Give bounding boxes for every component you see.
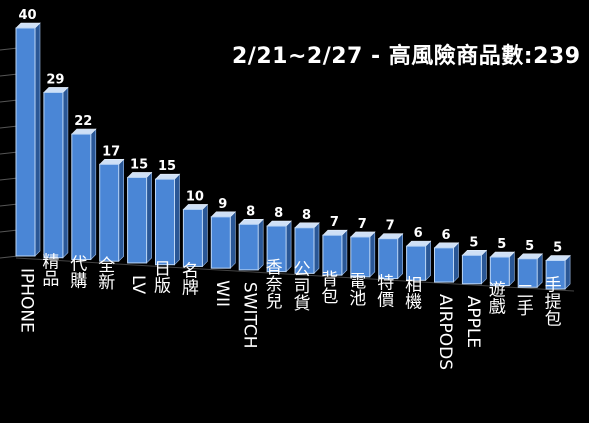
data-label: 5 (469, 235, 478, 250)
data-label: 6 (414, 226, 423, 241)
data-label: 15 (158, 159, 176, 174)
bar-side (508, 251, 515, 287)
bar-side (90, 128, 97, 261)
data-label: 22 (74, 114, 92, 129)
bar-side (202, 203, 208, 268)
data-label: 5 (525, 239, 534, 254)
data-label: 8 (246, 204, 255, 219)
gridline (0, 73, 19, 77)
data-label: 29 (46, 72, 64, 87)
bar-side (146, 171, 152, 264)
gridline (0, 255, 19, 259)
category-label: 手提包 (541, 275, 562, 326)
bar (210, 216, 231, 269)
data-label: 17 (102, 144, 120, 159)
data-label: 5 (497, 237, 506, 252)
gridline (0, 151, 19, 155)
bar-side (481, 249, 487, 285)
bar (182, 208, 203, 267)
category-label: IPHONE (17, 268, 37, 333)
category-label: 背包 (317, 270, 338, 304)
category-label: 特價 (373, 274, 394, 308)
bar (294, 227, 315, 274)
bar (434, 247, 454, 283)
category-label: 代購 (66, 254, 87, 289)
data-label: 5 (553, 241, 562, 256)
bar-side (564, 254, 571, 290)
chart-title: 2/21~2/27 - 高風險商品數:239 (232, 44, 581, 69)
gridline (0, 47, 19, 51)
bar (545, 260, 566, 290)
category-label: 日版 (150, 260, 171, 294)
data-label: 7 (386, 219, 395, 234)
gridline (0, 125, 19, 129)
category-label: APPLE (463, 296, 483, 348)
data-label: 8 (274, 206, 283, 221)
bar (127, 176, 148, 264)
bar (406, 245, 427, 281)
bar-side (313, 222, 320, 275)
data-label: 7 (358, 217, 367, 232)
bar (43, 91, 64, 259)
data-label: 8 (302, 208, 311, 223)
category-label: 遊戲 (485, 280, 506, 314)
bar (378, 238, 399, 280)
category-label: WII (212, 280, 232, 307)
category-label: 電池 (345, 272, 366, 306)
category-label: LV (128, 275, 148, 295)
category-label: SWITCH (240, 282, 260, 349)
bar-side (118, 158, 124, 262)
bar-side (425, 240, 431, 282)
bar (322, 234, 343, 276)
gridline (0, 203, 19, 207)
bar (99, 163, 120, 262)
bar-side (174, 173, 180, 266)
bar-side (397, 232, 404, 280)
bar (155, 178, 175, 266)
bar (15, 27, 36, 257)
data-label: 10 (186, 189, 204, 204)
data-label: 6 (441, 228, 450, 243)
gridline (0, 229, 19, 233)
category-label: 名牌 (178, 261, 199, 295)
bar-side (369, 231, 376, 278)
bar (238, 223, 259, 271)
bar (517, 258, 538, 288)
bar (350, 236, 371, 278)
bar-side (341, 229, 348, 276)
gridline (0, 99, 19, 103)
bar (461, 254, 482, 285)
category-label: 精品 (38, 253, 59, 287)
bar (266, 225, 287, 273)
category-label: 全新 (94, 256, 115, 290)
bar-side (453, 242, 459, 283)
data-label: 9 (218, 197, 227, 212)
bar-side (230, 211, 236, 269)
bar (489, 256, 510, 287)
category-label: 二手 (513, 282, 534, 317)
category-label: 相機 (401, 275, 422, 310)
bar-side (34, 22, 41, 257)
bar (71, 133, 92, 260)
data-label: 7 (330, 215, 339, 230)
category-label: 公司貨 (290, 260, 311, 311)
data-label: 15 (130, 157, 148, 172)
category-label: AIRPODS (435, 294, 455, 370)
floor-line (15, 257, 575, 292)
data-label: 40 (18, 8, 36, 23)
bar-side (62, 86, 69, 259)
gridline (0, 177, 19, 181)
category-label: 香奈兒 (262, 258, 283, 309)
